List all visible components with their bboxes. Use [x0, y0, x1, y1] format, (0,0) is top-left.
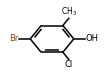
Text: CH$_3$: CH$_3$ — [61, 5, 77, 18]
Text: Br: Br — [9, 34, 18, 43]
Text: Cl: Cl — [65, 60, 73, 69]
Text: OH: OH — [86, 34, 99, 43]
